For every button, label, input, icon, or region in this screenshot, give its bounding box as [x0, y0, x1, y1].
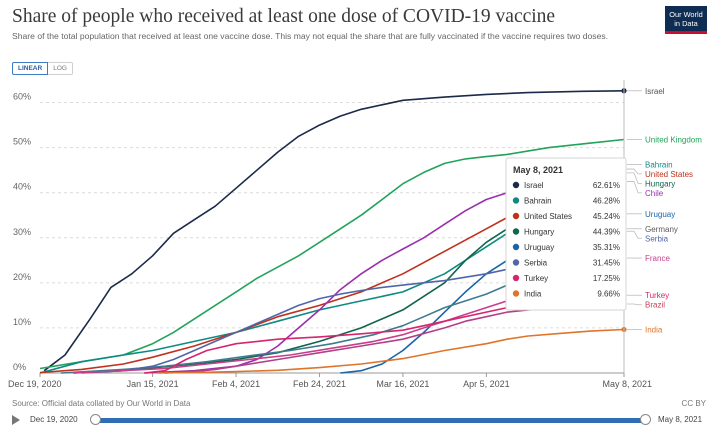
- series-label-turkey: Turkey: [645, 291, 669, 300]
- series-label-israel: Israel: [645, 87, 665, 96]
- series-label-chile: Chile: [645, 189, 664, 198]
- tooltip-swatch: [512, 197, 520, 204]
- tooltip-value: 35.31%: [593, 243, 620, 252]
- tooltip-country: United States: [524, 212, 572, 221]
- tooltip-country: Turkey: [524, 274, 548, 283]
- tooltip-country: India: [524, 290, 542, 299]
- series-label-united-kingdom: United Kingdom: [645, 136, 702, 145]
- series-label-hungary: Hungary: [645, 179, 675, 188]
- series-label-uruguay: Uruguay: [645, 210, 675, 219]
- tooltip-country: Bahrain: [524, 197, 552, 206]
- series-label-serbia: Serbia: [645, 234, 669, 243]
- timeline: Dec 19, 2020 May 8, 2021: [0, 412, 720, 430]
- y-tick-label: 40%: [13, 182, 31, 192]
- label-leader: [627, 181, 642, 194]
- tooltip-country: Israel: [524, 181, 544, 190]
- timeline-start-handle[interactable]: [90, 414, 101, 425]
- play-icon[interactable]: [12, 415, 20, 425]
- series-label-france: France: [645, 254, 670, 263]
- x-tick-label: Jan 15, 2021: [127, 379, 179, 389]
- tooltip-swatch: [512, 274, 520, 282]
- tooltip-country: Serbia: [524, 259, 548, 268]
- y-tick-label: 30%: [13, 227, 31, 237]
- x-tick-label: Apr 5, 2021: [463, 379, 510, 389]
- series-label-brazil: Brazil: [645, 301, 665, 310]
- chart-subtitle: Share of the total population that recei…: [12, 31, 609, 41]
- tooltip-value: 45.24%: [593, 212, 620, 221]
- tooltip-value: 9.66%: [597, 290, 620, 299]
- label-leader: [627, 172, 642, 184]
- tooltip-swatch: [512, 181, 520, 189]
- timeline-end-handle[interactable]: [640, 414, 651, 425]
- series-label-germany: Germany: [645, 225, 678, 234]
- timeline-track[interactable]: [95, 418, 645, 423]
- tooltip-country: Uruguay: [524, 243, 554, 252]
- x-tick-label: Feb 24, 2021: [293, 379, 346, 389]
- series-label-india: India: [645, 325, 663, 334]
- label-leader: [627, 168, 642, 175]
- tooltip-swatch: [512, 243, 520, 251]
- owid-logo[interactable]: Our World in Data: [665, 6, 707, 34]
- log-scale-button[interactable]: LOG: [48, 62, 73, 75]
- y-tick-label: 60%: [13, 92, 31, 102]
- series-line-india: [156, 328, 625, 374]
- chart-title: Share of people who received at least on…: [12, 6, 556, 27]
- license-link[interactable]: CC BY: [681, 399, 706, 408]
- tooltip-swatch: [512, 212, 520, 220]
- x-tick-label: Mar 16, 2021: [376, 379, 429, 389]
- scale-toggle: LINEAR LOG: [12, 62, 73, 75]
- tooltip-country: Hungary: [524, 228, 554, 237]
- logo-line-2: in Data: [674, 19, 698, 28]
- tooltip-value: 62.61%: [593, 181, 620, 190]
- tooltip: May 8, 2021 Israel 62.61% Bahrain 46.28% Unit…: [505, 157, 627, 311]
- tooltip-swatch: [512, 259, 520, 266]
- tooltip-swatch: [512, 228, 520, 235]
- y-tick-label: 10%: [13, 317, 31, 327]
- x-tick-label: Dec 19, 2020: [8, 379, 62, 389]
- y-tick-label: 0%: [13, 362, 26, 372]
- series-label-united-states: United States: [645, 170, 693, 179]
- series-line-israel: [43, 90, 625, 372]
- tooltip-value: 17.25%: [593, 274, 620, 283]
- logo-line-1: Our World: [669, 10, 703, 19]
- timeline-start-label: Dec 19, 2020: [30, 415, 78, 424]
- y-tick-label: 20%: [13, 272, 31, 282]
- label-leader: [627, 230, 642, 239]
- tooltip-value: 31.45%: [593, 259, 620, 268]
- timeline-end-label: May 8, 2021: [658, 415, 703, 424]
- y-tick-label: 50%: [13, 137, 31, 147]
- line-chart[interactable]: 0% 10% 20% 30% 40% 50% 60% Dec 19, 2020 Jan 15, …: [0, 0, 720, 400]
- series-label-bahrain: Bahrain: [645, 160, 673, 169]
- source-note: Source: Official data collated by Our Wo…: [12, 399, 191, 408]
- x-tick-label: Feb 4, 2021: [212, 379, 260, 389]
- label-leader: [627, 303, 642, 306]
- series-line-united-kingdom: [39, 138, 625, 370]
- tooltip-value: 44.39%: [593, 228, 620, 237]
- tooltip-value: 46.28%: [593, 197, 620, 206]
- tooltip-swatch: [512, 290, 520, 297]
- linear-scale-button[interactable]: LINEAR: [12, 62, 49, 75]
- x-tick-label: May 8, 2021: [602, 379, 652, 389]
- tooltip-date: May 8, 2021: [513, 165, 563, 175]
- tooltip-box: [505, 157, 627, 311]
